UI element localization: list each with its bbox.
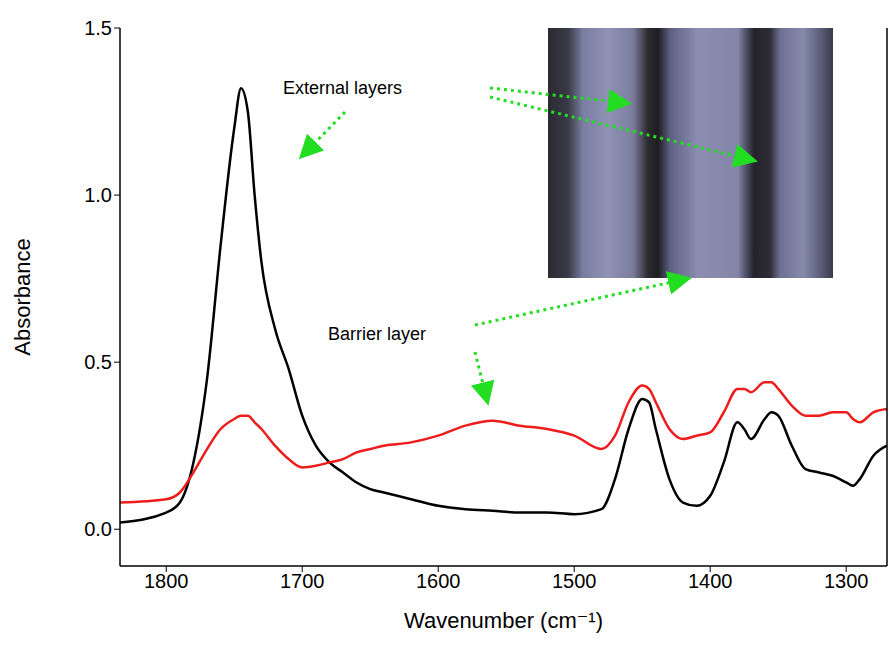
svg-text:External layers: External layers [283, 78, 402, 98]
svg-text:0.5: 0.5 [84, 351, 112, 373]
svg-text:1400: 1400 [688, 570, 733, 592]
svg-text:1500: 1500 [552, 570, 597, 592]
svg-text:Absorbance: Absorbance [10, 238, 35, 355]
svg-text:1700: 1700 [280, 570, 325, 592]
svg-text:Wavenumber (cm⁻¹): Wavenumber (cm⁻¹) [404, 608, 603, 633]
svg-text:1.0: 1.0 [84, 184, 112, 206]
svg-text:1300: 1300 [824, 570, 869, 592]
svg-text:Barrier layer: Barrier layer [328, 324, 426, 344]
svg-text:1600: 1600 [416, 570, 461, 592]
svg-text:1.5: 1.5 [84, 17, 112, 39]
svg-text:0.0: 0.0 [84, 518, 112, 540]
svg-text:1800: 1800 [144, 570, 189, 592]
